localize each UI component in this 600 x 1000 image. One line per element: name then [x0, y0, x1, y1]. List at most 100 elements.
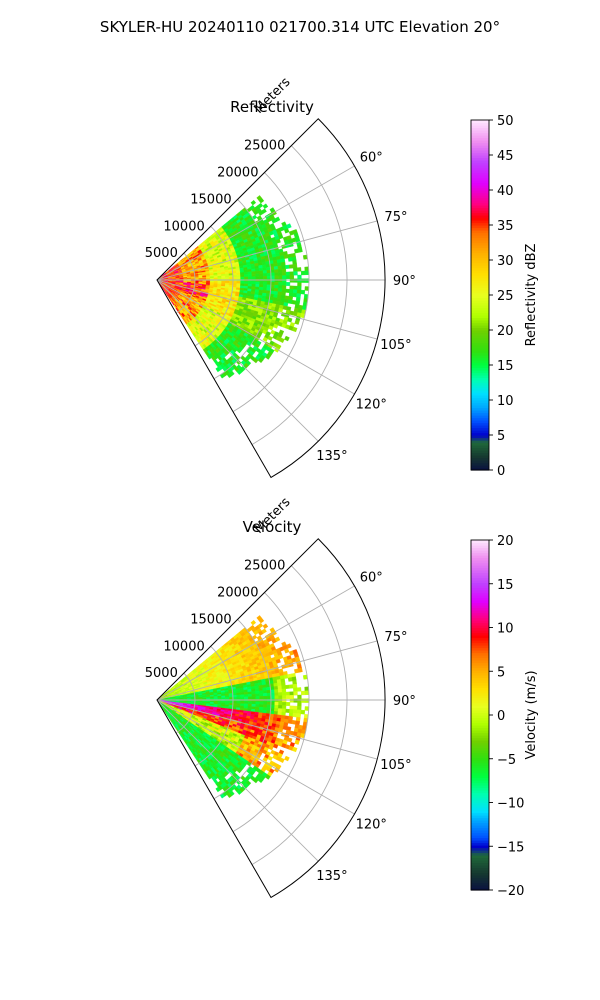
data-cell [274, 698, 279, 703]
data-cell [279, 337, 285, 344]
data-cell [287, 737, 293, 743]
data-cell [274, 692, 279, 697]
data-cell [296, 289, 302, 295]
data-cell [293, 271, 298, 276]
range-ring-5000 [175, 252, 196, 314]
data-cell [289, 278, 294, 283]
data-cell [226, 792, 233, 799]
data-cell [244, 696, 249, 700]
data-cell [270, 695, 276, 700]
data-cell [251, 701, 256, 705]
data-cell [274, 695, 279, 700]
data-cell [293, 285, 298, 291]
data-cell [240, 701, 245, 705]
data-cell [282, 281, 287, 286]
data-cell [251, 276, 257, 280]
data-cell [288, 292, 294, 297]
data-cell [232, 694, 237, 698]
colorbar-segment [471, 282, 489, 286]
data-cell [225, 697, 230, 700]
data-cell [296, 709, 302, 715]
colorbar-segment [471, 387, 489, 391]
colorbar-segment [471, 715, 489, 719]
colorbar-segment [471, 352, 489, 356]
colorbar-segment [471, 347, 489, 351]
colorbar-tick-label: 35 [497, 219, 514, 234]
data-cell [285, 702, 291, 707]
data-cell [289, 705, 294, 710]
colorbar-segment [471, 555, 489, 559]
colorbar-segment [471, 790, 489, 794]
data-cell [255, 704, 260, 708]
colorbar-segment [471, 757, 489, 761]
colorbar-segment [471, 787, 489, 791]
colorbar-segment [471, 755, 489, 759]
colorbar-tick-label: 25 [497, 289, 514, 304]
data-cell [278, 281, 283, 286]
data-cell [251, 271, 256, 275]
data-cell [266, 275, 272, 280]
figure-suptitle: SKYLER-HU 20240110 021700.314 UTC Elevat… [100, 18, 500, 36]
colorbar-segment [471, 680, 489, 684]
data-cell [236, 789, 243, 795]
data-cell [259, 276, 264, 280]
data-cell [281, 708, 287, 713]
data-cell [278, 307, 284, 313]
colorbar-segment [471, 150, 489, 154]
colorbar-segment [471, 702, 489, 706]
data-cell [282, 695, 287, 700]
data-cell [304, 278, 310, 283]
colorbar-segment [471, 642, 489, 646]
colorbar-segment [471, 842, 489, 846]
data-cell [217, 277, 222, 280]
colorbar-segment [471, 610, 489, 614]
data-cell [251, 696, 257, 700]
data-cell [266, 692, 272, 697]
colorbar-segment [471, 175, 489, 179]
data-cell [274, 216, 281, 222]
colorbar-segment [471, 872, 489, 876]
colorbar-segment [471, 337, 489, 341]
data-cell [282, 698, 287, 703]
colorbar-segment [471, 267, 489, 271]
data-cell [244, 274, 249, 278]
colorbar-segment [471, 382, 489, 386]
reflectivity-title: Reflectivity [230, 98, 314, 116]
range-tick-label: 25000 [244, 139, 285, 154]
colorbar-segment [471, 855, 489, 859]
colorbar-segment [471, 430, 489, 434]
range-tick-label: 10000 [163, 219, 204, 234]
data-cell [262, 203, 269, 209]
colorbar-segment [471, 865, 489, 869]
colorbar-segment [471, 142, 489, 146]
colorbar-segment [471, 590, 489, 594]
data-cell [255, 281, 260, 285]
data-cell [270, 275, 276, 280]
velocity-polar-plot: 50001000015000200002500060°75°90°105°120… [145, 495, 416, 899]
data-cell [296, 267, 302, 272]
colorbar-segment [471, 345, 489, 349]
colorbar-segment [471, 640, 489, 644]
colorbar-segment [471, 350, 489, 354]
data-cell [292, 712, 298, 718]
data-cell [277, 268, 283, 273]
data-cell [285, 275, 291, 280]
colorbar-segment [471, 417, 489, 421]
data-cell [289, 289, 294, 294]
colorbar-segment [471, 292, 489, 296]
colorbar-segment [471, 667, 489, 671]
data-cell [296, 293, 301, 298]
data-cell [240, 276, 245, 280]
colorbar-segment [471, 160, 489, 164]
data-cell [300, 289, 306, 295]
range-tick-label: 15000 [190, 612, 231, 627]
data-cell [282, 278, 287, 283]
data-cell [266, 689, 272, 694]
colorbar-segment [471, 615, 489, 619]
colorbar-segment [471, 635, 489, 639]
colorbar-segment [471, 275, 489, 279]
colorbar-segment [471, 377, 489, 381]
colorbar-segment [471, 567, 489, 571]
colorbar-segment [471, 190, 489, 194]
